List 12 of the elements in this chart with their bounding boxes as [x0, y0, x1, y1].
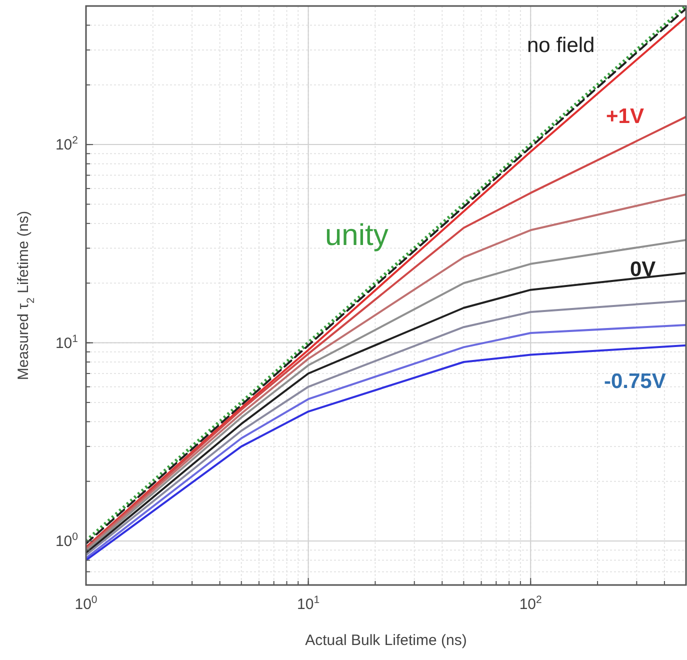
- y-tick-label: 10$^{2}$: [55, 134, 78, 154]
- x-axis-title: Actual Bulk Lifetime (ns): [305, 632, 467, 649]
- series-label: no field: [527, 34, 595, 57]
- series-label: unity: [325, 219, 388, 252]
- series-label: -0.75V: [604, 370, 666, 393]
- series-label: 0V: [630, 258, 656, 281]
- y-tick-label: 10$^{0}$: [55, 531, 78, 550]
- y-tick-label: 10$^{1}$: [55, 332, 78, 352]
- series-label: +1V: [606, 105, 644, 128]
- x-tick-label: 10$^{0}$: [74, 594, 98, 613]
- x-tick-label: 10$^{1}$: [297, 594, 320, 613]
- x-tick-label: 10$^{2}$: [519, 594, 542, 613]
